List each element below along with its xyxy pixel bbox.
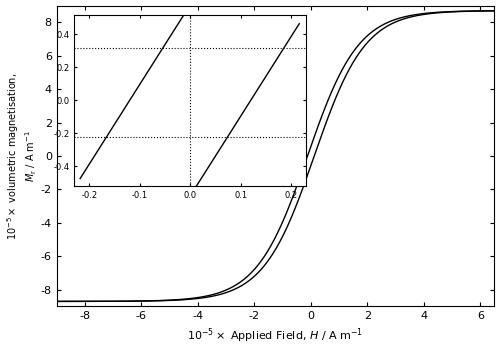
X-axis label: $10^{-5}\times$ Applied Field, $H$ / A m$^{-1}$: $10^{-5}\times$ Applied Field, $H$ / A m… (188, 327, 364, 345)
Y-axis label: $10^{-5}\times$ volumetric magnetisation,
$M_\mathrm{r}$ / A m$^{-1}$: $10^{-5}\times$ volumetric magnetisation… (6, 72, 40, 240)
